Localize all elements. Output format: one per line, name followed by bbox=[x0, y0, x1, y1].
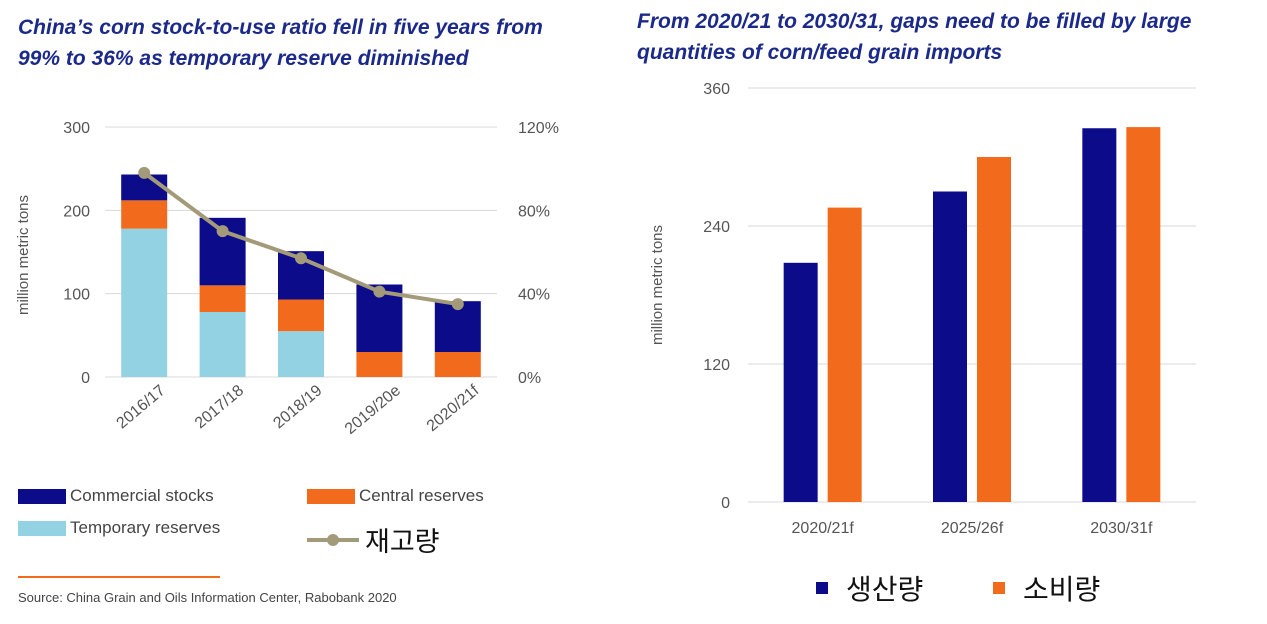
right-y-ticks: 0 120 240 360 bbox=[703, 81, 730, 512]
production-bar bbox=[783, 262, 818, 502]
consumption-bar bbox=[1126, 127, 1161, 502]
left-bar-segment bbox=[121, 228, 168, 377]
temporary-swatch bbox=[18, 520, 66, 536]
legend-label-ratio: 재고량 bbox=[365, 527, 440, 558]
left-y-tick-label: 300 bbox=[63, 120, 90, 137]
right-x-tick-label: 2025/26f bbox=[941, 520, 1004, 537]
legend-item-commercial: Commercial stocks bbox=[18, 486, 214, 506]
consumption-bar bbox=[827, 207, 862, 502]
left-y2-tick-label: 80% bbox=[518, 203, 550, 220]
right-y-tick-label: 360 bbox=[703, 81, 730, 98]
ratio-point bbox=[373, 285, 386, 298]
legend-label-production: 생산량 bbox=[846, 573, 924, 606]
legend-item-production: 생산량 bbox=[816, 568, 923, 608]
left-y2-ticks: 0% 40% 80% 120% bbox=[518, 120, 559, 387]
consumption-swatch bbox=[993, 582, 1005, 594]
ratio-point bbox=[138, 166, 151, 179]
ratio-point bbox=[451, 298, 464, 311]
source-divider bbox=[18, 576, 220, 578]
left-ratio-line bbox=[138, 166, 464, 311]
left-bar-segment bbox=[434, 352, 481, 377]
left-y2-tick-label: 40% bbox=[518, 287, 550, 304]
ratio-point bbox=[295, 252, 307, 265]
right-chart-title: From 2020/21 to 2030/31, gaps need to be… bbox=[637, 10, 1192, 64]
legend-label-consumption: 소비량 bbox=[1023, 573, 1101, 606]
production-swatch bbox=[816, 582, 828, 594]
left-y-axis-label: million metric tons bbox=[15, 195, 32, 315]
left-bar-segment bbox=[278, 299, 324, 332]
left-grid bbox=[105, 126, 497, 378]
commercial-swatch bbox=[18, 488, 66, 504]
left-bar-segment bbox=[278, 331, 324, 377]
right-chart: 0 120 240 360 2020/21f 2025/26f 2030/31f mill… bbox=[649, 81, 1196, 537]
right-x-ticks: 2020/21f 2025/26f 2030/31f bbox=[792, 520, 1154, 537]
left-y-tick-label: 100 bbox=[63, 287, 90, 304]
left-bar-segment bbox=[199, 285, 246, 312]
consumption-bar bbox=[977, 157, 1011, 502]
right-bars bbox=[783, 127, 1161, 502]
left-y-tick-label: 0 bbox=[81, 370, 90, 387]
legend-item-consumption: 소비량 bbox=[993, 568, 1100, 608]
right-y-tick-label: 240 bbox=[703, 219, 730, 236]
ratio-line-swatch bbox=[307, 533, 359, 546]
legend-label-central: Central reserves bbox=[359, 486, 484, 505]
production-bar bbox=[933, 191, 967, 502]
right-y-axis-label: million metric tons bbox=[649, 225, 666, 345]
source-note: Source: China Grain and Oils Information… bbox=[18, 590, 397, 605]
left-bar-segment bbox=[121, 200, 168, 229]
left-y2-tick-label: 120% bbox=[518, 120, 559, 137]
right-x-tick-label: 2030/31f bbox=[1090, 520, 1153, 537]
legend-label-temporary: Temporary reserves bbox=[70, 518, 221, 537]
right-x-tick-label: 2020/21f bbox=[792, 520, 855, 537]
legend-label-commercial: Commercial stocks bbox=[70, 486, 214, 505]
left-chart-title: China’s corn stock-to-use ratio fell in … bbox=[18, 16, 543, 70]
left-bar-segment bbox=[356, 352, 403, 377]
left-y2-tick-label: 0% bbox=[518, 370, 541, 387]
right-y-tick-label: 0 bbox=[721, 495, 730, 512]
legend-item-ratio: 재고량 bbox=[307, 520, 440, 559]
left-bars bbox=[121, 174, 481, 377]
ratio-point bbox=[216, 225, 229, 238]
left-y-ticks: 0 100 200 300 bbox=[63, 120, 90, 387]
central-swatch bbox=[307, 488, 355, 504]
production-bar bbox=[1082, 128, 1117, 502]
left-y-tick-label: 200 bbox=[63, 203, 90, 220]
left-bar-segment bbox=[199, 312, 246, 377]
legend-item-temporary: Temporary reserves bbox=[18, 518, 220, 538]
legend-item-central: Central reserves bbox=[307, 486, 484, 506]
right-y-tick-label: 120 bbox=[703, 357, 730, 374]
right-grid bbox=[748, 87, 1196, 503]
